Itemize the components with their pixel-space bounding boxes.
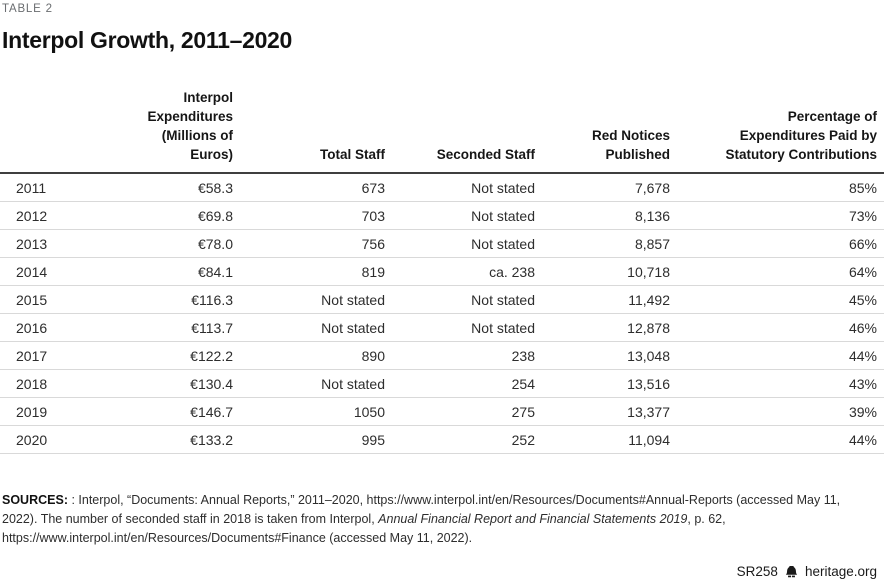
year-cell: 2013	[0, 229, 125, 258]
value-cell: 275	[385, 397, 535, 426]
year-cell: 2016	[0, 313, 125, 342]
value-cell: 10,718	[535, 257, 670, 286]
value-cell: €116.3	[125, 285, 233, 314]
value-cell: 45%	[670, 285, 884, 314]
column-header-expenditures: Interpol Expenditures (Millions of Euros…	[125, 88, 233, 174]
table-row: 2019 €146.7 1050 275 13,377 39%	[0, 397, 884, 426]
interpol-growth-table: Interpol Expenditures (Millions of Euros…	[0, 88, 884, 454]
value-cell: 1050	[233, 397, 385, 426]
column-header-pct-statutory: Percentage of Expenditures Paid by Statu…	[670, 88, 884, 174]
value-cell: 7,678	[535, 173, 670, 202]
column-header-year	[0, 88, 125, 174]
year-cell: 2018	[0, 369, 125, 398]
value-cell: €58.3	[125, 173, 233, 202]
value-cell: 8,136	[535, 201, 670, 230]
column-header-seconded-staff: Seconded Staff	[385, 88, 535, 174]
value-cell: 44%	[670, 341, 884, 370]
sources-italic-title: Annual Financial Report and Financial St…	[378, 512, 688, 526]
report-id: SR258	[736, 564, 778, 579]
value-cell: 254	[385, 369, 535, 398]
value-cell: Not stated	[233, 285, 385, 314]
data-table-container: Interpol Expenditures (Millions of Euros…	[0, 88, 884, 454]
sources-label: SOURCES:	[2, 493, 68, 507]
value-cell: 13,516	[535, 369, 670, 398]
value-cell: Not stated	[385, 229, 535, 258]
value-cell: 995	[233, 425, 385, 454]
column-header-red-notices: Red Notices Published	[535, 88, 670, 174]
value-cell: €130.4	[125, 369, 233, 398]
value-cell: 66%	[670, 229, 884, 258]
value-cell: 11,492	[535, 285, 670, 314]
value-cell: 73%	[670, 201, 884, 230]
year-cell: 2015	[0, 285, 125, 314]
value-cell: €69.8	[125, 201, 233, 230]
value-cell: Not stated	[385, 201, 535, 230]
value-cell: €78.0	[125, 229, 233, 258]
liberty-bell-icon	[784, 564, 799, 579]
value-cell: 673	[233, 173, 385, 202]
value-cell: Not stated	[385, 173, 535, 202]
value-cell: 43%	[670, 369, 884, 398]
year-cell: 2017	[0, 341, 125, 370]
year-cell: 2019	[0, 397, 125, 426]
value-cell: €122.2	[125, 341, 233, 370]
page-title: Interpol Growth, 2011–2020	[2, 27, 293, 53]
value-cell: €133.2	[125, 425, 233, 454]
value-cell: Not stated	[233, 313, 385, 342]
value-cell: 819	[233, 257, 385, 286]
value-cell: 44%	[670, 425, 884, 454]
year-cell: 2014	[0, 257, 125, 286]
value-cell: 703	[233, 201, 385, 230]
value-cell: 64%	[670, 257, 884, 286]
value-cell: 13,048	[535, 341, 670, 370]
table-number-label: TABLE 2	[2, 3, 53, 15]
year-cell: 2012	[0, 201, 125, 230]
table-row: 2018 €130.4 Not stated 254 13,516 43%	[0, 369, 884, 398]
sources-text-2: , p. 62, https://www.interpol.int/en/Res…	[2, 512, 726, 545]
page-footer: SR258 heritage.org	[737, 564, 877, 579]
value-cell: 8,857	[535, 229, 670, 258]
value-cell: Not stated	[385, 313, 535, 342]
value-cell: 39%	[670, 397, 884, 426]
value-cell: Not stated	[385, 285, 535, 314]
table-row: 2014 €84.1 819 ca. 238 10,718 64%	[0, 257, 884, 286]
value-cell: 85%	[670, 173, 884, 202]
table-row: 2013 €78.0 756 Not stated 8,857 66%	[0, 229, 884, 258]
value-cell: ca. 238	[385, 257, 535, 286]
value-cell: 46%	[670, 313, 884, 342]
table-row: 2017 €122.2 890 238 13,048 44%	[0, 341, 884, 370]
table-body: 2011 €58.3 673 Not stated 7,678 85% 2012 €69.8 7…	[0, 173, 884, 454]
header-rule-gap	[710, 156, 714, 159]
value-cell: €113.7	[125, 313, 233, 342]
header-row: Interpol Expenditures (Millions of Euros…	[0, 88, 884, 174]
value-cell: 12,878	[535, 313, 670, 342]
value-cell: 238	[385, 341, 535, 370]
year-cell: 2011	[0, 173, 125, 202]
value-cell: Not stated	[233, 369, 385, 398]
value-cell: €84.1	[125, 257, 233, 286]
value-cell: 756	[233, 229, 385, 258]
table-row: 2020 €133.2 995 252 11,094 44%	[0, 425, 884, 454]
table-row: 2015 €116.3 Not stated Not stated 11,492 45%	[0, 285, 884, 314]
value-cell: 890	[233, 341, 385, 370]
value-cell: 11,094	[535, 425, 670, 454]
site-label: heritage.org	[804, 564, 877, 579]
sources-note: SOURCES: : Interpol, “Documents: Annual …	[0, 491, 850, 548]
value-cell: 252	[385, 425, 535, 454]
column-header-total-staff: Total Staff	[233, 88, 385, 174]
header-rule-gap	[242, 156, 246, 159]
year-cell: 2020	[0, 425, 125, 454]
sources-text-1: : Interpol, “Documents: Annual Reports,”…	[2, 493, 841, 526]
value-cell: 13,377	[535, 397, 670, 426]
table-row: 2012 €69.8 703 Not stated 8,136 73%	[0, 201, 884, 230]
table-row: 2011 €58.3 673 Not stated 7,678 85%	[0, 173, 884, 202]
value-cell: €146.7	[125, 397, 233, 426]
table-row: 2016 €113.7 Not stated Not stated 12,878 46%	[0, 313, 884, 342]
